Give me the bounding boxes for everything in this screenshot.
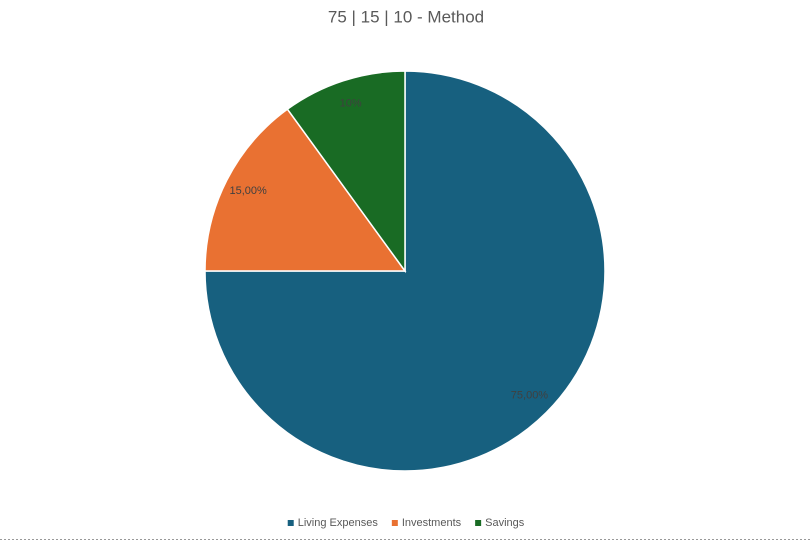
legend-swatch (287, 520, 294, 526)
pie-slice (204, 108, 407, 272)
pie-slice (286, 70, 406, 274)
data-label: 15,00% (230, 185, 268, 197)
data-label: 75,00% (511, 389, 549, 401)
legend-label: Savings (485, 517, 525, 529)
data-label: 10% (340, 98, 362, 110)
legend-swatch (475, 520, 482, 526)
pie-slice (204, 70, 606, 472)
legend-label: Investments (402, 517, 462, 529)
legend-swatch (391, 520, 398, 526)
chart-title: 75 | 15 | 10 - Method (328, 7, 484, 26)
legend-label: Living Expenses (298, 517, 379, 529)
